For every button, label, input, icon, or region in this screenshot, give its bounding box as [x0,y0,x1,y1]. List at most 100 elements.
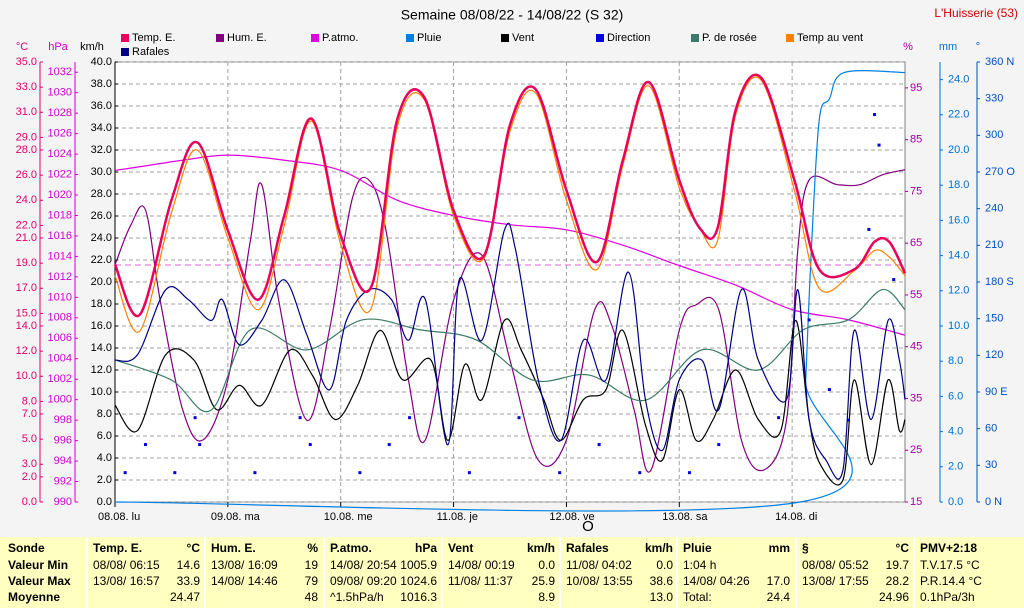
legend-label: Vent [512,32,534,44]
y-tick-label: 30 [985,459,997,471]
cell: 13.0 [650,590,674,604]
axis-unit: hPa [48,41,68,53]
y-tick-label: 120 [985,349,1003,361]
y-tick-label: 45 [910,341,922,353]
y-tick-label: 4.0 [97,452,112,464]
column-unit: km/h [645,541,673,555]
legend-label: Temp. E. [132,32,175,44]
y-tick-label: 6.0 [97,430,112,442]
y-tick-label: 40.0 [91,56,112,68]
y-tick-label: 330 [985,93,1003,105]
marker [173,471,177,475]
marker [198,443,202,447]
y-tick-label: 0.0 [22,496,37,508]
y-tick-label: 1016 [48,230,72,242]
y-tick-label: 0 N [985,496,1002,508]
marker [687,471,691,475]
column-title: Vent [448,541,473,555]
y-tick-label: 1012 [48,271,72,283]
marker [123,471,127,475]
y-tick-label: 1010 [48,291,72,303]
cell: 13/08/ 17:55 [802,574,869,588]
marker [143,443,147,447]
series-line [114,222,906,480]
cell: 10/08/ 13:55 [566,574,633,588]
cell: 14/08/ 14:46 [211,574,278,588]
y-tick-label: 16.0 [948,214,969,226]
column-unit: °C [896,541,910,555]
y-tick-label: 2.0 [948,461,963,473]
marker [638,471,642,475]
axis-unit: °C [16,41,28,53]
row-label: Valeur Max [8,574,71,588]
y-tick-label: 8.0 [948,355,963,367]
legend-label: Pluie [417,32,441,44]
y-tick-label: 1020 [48,189,72,201]
legend-label: Temp au vent [797,32,863,44]
cell: 79 [305,574,319,588]
y-tick-label: 55 [910,289,922,301]
y-tick-label: 22.0 [16,219,37,231]
cell: 17.0 [767,574,791,588]
cell: 48 [305,590,319,604]
cell: 14/08/ 04:26 [683,574,750,588]
y-tick-label: 12.0 [948,285,969,297]
cell: 33.9 [177,574,201,588]
axis-unit: km/h [80,41,104,53]
cell: 0.1hPa/3h [920,590,975,604]
y-tick-label: 20.0 [91,276,112,288]
y-tick-label: 31.0 [16,106,37,118]
legend-label: P.atmo. [322,32,359,44]
marker [597,443,601,447]
cell: 19 [305,558,319,572]
marker [558,471,562,475]
marker [877,143,881,147]
y-tick-label: 38.0 [91,78,112,90]
cell: 8.9 [538,590,555,604]
legend-swatch [691,34,699,42]
y-tick-label: 35 [910,392,922,404]
y-tick-label: 1008 [48,312,72,324]
y-tick-label: 996 [54,435,72,447]
y-tick-label: 18.0 [91,298,112,310]
column-title: Hum. E. [211,541,256,555]
cell: 1005.9 [400,558,437,572]
x-tick-label: 11.08. je [437,511,478,523]
y-tick-label: 1028 [48,107,72,119]
legend-swatch [121,48,129,56]
y-tick-label: 990 [54,496,72,508]
legend-label: Hum. E. [227,32,267,44]
y-tick-label: 0.0 [97,496,112,508]
y-tick-label: 24.0 [948,74,969,86]
y-tick-label: 10.0 [16,370,37,382]
y-tick-label: 1026 [48,128,72,140]
y-tick-label: 15.0 [16,307,37,319]
y-tick-label: 16.0 [91,320,112,332]
cell: P.R.14.4 °C [920,574,982,588]
marker [892,278,896,282]
y-tick-label: 1018 [48,209,72,221]
y-tick-label: 998 [54,414,72,426]
y-tick-label: 20.0 [948,144,969,156]
y-tick-label: 60 [985,423,997,435]
cell: 13/08/ 16:57 [93,574,160,588]
cell: 25.9 [532,574,556,588]
x-tick-label: 14.08. di [775,511,817,523]
marker [777,416,781,420]
y-tick-label: 240 [985,203,1003,215]
axis-unit: ° [976,41,980,53]
y-tick-label: 85 [910,134,922,146]
cell: 11/08/ 11:37 [448,574,513,588]
marker [717,443,721,447]
marker [467,471,471,475]
y-tick-label: 36.0 [91,100,112,112]
legend-swatch [501,34,509,42]
y-tick-label: 28.0 [91,188,112,200]
cell: 1024.6 [400,574,437,588]
y-tick-label: 24.0 [91,232,112,244]
y-tick-label: 17.0 [16,282,37,294]
y-tick-label: 5.0 [22,433,37,445]
y-tick-label: 12.0 [16,345,37,357]
y-tick-label: 210 [985,239,1003,251]
